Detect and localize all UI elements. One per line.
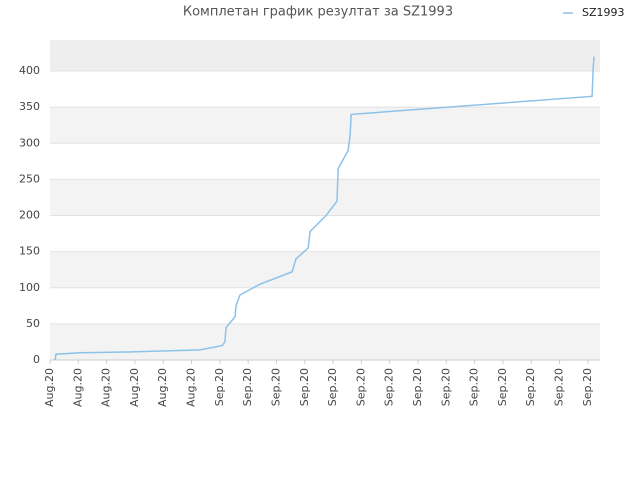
x-tick-label: Aug.20 — [185, 368, 198, 407]
x-tick-label: Aug.20 — [156, 368, 169, 407]
x-tick-label: Sep.20 — [354, 368, 367, 406]
x-tick-label: Sep.20 — [298, 368, 311, 406]
plot-band — [50, 107, 600, 144]
x-tick-label: Sep.20 — [326, 368, 339, 406]
x-tick-label: Sep.20 — [581, 368, 594, 406]
x-tick-label: Sep.20 — [383, 368, 396, 406]
x-tick-label: Sep.20 — [241, 368, 254, 406]
x-tick-label: Sep.20 — [496, 368, 509, 406]
legend-label: SZ1993 — [582, 6, 625, 19]
y-tick-label: 200 — [19, 209, 40, 222]
x-tick-label: Sep.20 — [213, 368, 226, 406]
plot-band — [50, 40, 600, 72]
y-tick-label: 350 — [19, 100, 40, 113]
plot-band — [50, 179, 600, 216]
x-tick-label: Sep.20 — [468, 368, 481, 406]
x-tick-label: Sep.20 — [524, 368, 537, 406]
x-tick-label: Aug.20 — [100, 368, 113, 407]
data-line — [54, 56, 595, 361]
y-tick-label: 0 — [33, 353, 40, 366]
y-tick-label: 400 — [19, 64, 40, 77]
x-tick-label: Aug.20 — [128, 368, 141, 407]
chart-title: Комплетан график резултат за SZ1993 — [183, 5, 453, 20]
x-tick-label: Sep.20 — [553, 368, 566, 406]
y-tick-label: 300 — [19, 136, 40, 149]
x-tick-label: Sep.20 — [411, 368, 424, 406]
y-tick-label: 250 — [19, 172, 40, 185]
y-tick-label: 50 — [26, 317, 40, 330]
plot-band — [50, 323, 600, 360]
plot-band — [50, 251, 600, 288]
x-tick-label: Sep.20 — [439, 368, 452, 406]
y-tick-label: 100 — [19, 281, 40, 294]
x-tick-label: Sep.20 — [269, 368, 282, 406]
y-tick-label: 150 — [19, 245, 40, 258]
x-tick-label: Aug.20 — [43, 368, 56, 407]
x-tick-label: Aug.20 — [71, 368, 84, 407]
